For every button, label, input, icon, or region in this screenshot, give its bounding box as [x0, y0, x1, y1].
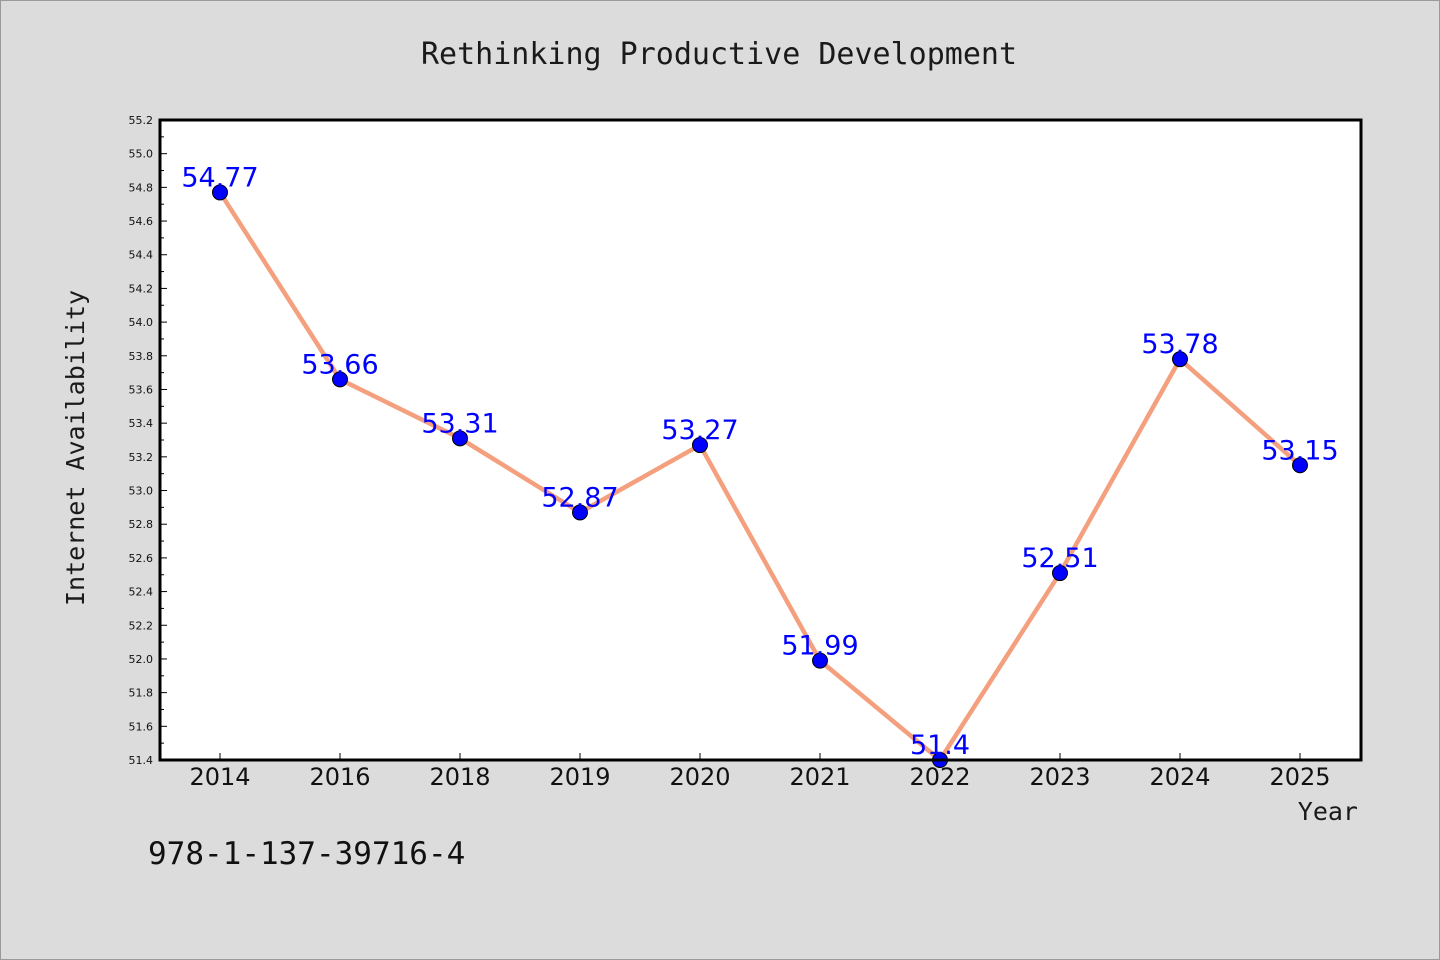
data-label: 53.31 [421, 408, 498, 439]
y-axis-label: Internet Availability [61, 290, 90, 606]
x-tick-label: 2025 [1269, 763, 1330, 791]
x-axis-label: Year [1298, 797, 1358, 826]
y-tick-label: 52.2 [129, 619, 154, 632]
data-label: 53.78 [1141, 329, 1218, 360]
data-point [212, 184, 228, 201]
y-tick-label: 55.0 [129, 148, 154, 161]
y-axis: 51.4 51.6 51.8 52.0 52.2 52.4 52.6 52.8 53.0 53.2… [129, 114, 167, 767]
data-label: 51.4 [910, 730, 970, 761]
y-tick-label: 52.4 [129, 586, 154, 599]
x-tick-label: 2020 [669, 763, 730, 791]
y-tick-label: 54.4 [129, 249, 154, 262]
data-point [452, 430, 468, 447]
chart-title: Rethinking Productive Development [421, 37, 1017, 72]
y-tick-label: 54.0 [129, 316, 154, 329]
series-line-group [217, 190, 1303, 763]
y-tick-label: 52.8 [129, 518, 154, 531]
y-tick-label: 53.2 [129, 451, 154, 464]
data-label: 53.27 [661, 415, 738, 446]
y-tick-label: 52.0 [129, 653, 154, 666]
series-line [217, 190, 1303, 763]
x-tick-label: 2016 [309, 763, 370, 791]
y-tick-label: 53.8 [129, 350, 154, 363]
isbn-text: 978-1-137-39716-4 [148, 836, 465, 872]
data-label: 51.99 [781, 631, 858, 662]
x-tick-label: 2021 [789, 763, 850, 791]
data-point [1052, 565, 1068, 582]
y-tick-label: 51.4 [129, 754, 154, 767]
x-tick-label: 2023 [1029, 763, 1090, 791]
y-tick-label: 51.8 [129, 687, 154, 700]
data-point [332, 371, 348, 388]
y-tick-label: 53.4 [129, 417, 154, 430]
data-label: 52.87 [541, 482, 618, 513]
markers-group [212, 184, 1308, 768]
x-tick-label: 2024 [1149, 763, 1210, 791]
data-label: 53.66 [301, 349, 378, 380]
data-point [692, 437, 708, 454]
data-labels-group: 54.77 53.66 53.31 52.87 53.27 51.99 51.4 52.51 5… [181, 162, 1338, 761]
data-point [812, 652, 828, 669]
data-label: 53.15 [1261, 435, 1338, 466]
y-tick-label: 52.6 [129, 552, 154, 565]
plot-border [158, 118, 1363, 762]
y-tick-label: 54.8 [129, 181, 154, 194]
data-point [1172, 351, 1188, 368]
x-tick-label: 2014 [189, 763, 250, 791]
data-label: 54.77 [181, 162, 258, 193]
y-tick-label: 51.6 [129, 720, 154, 733]
y-tick-label: 54.2 [129, 282, 154, 295]
y-tick-label: 53.0 [129, 485, 154, 498]
y-tick-label: 55.2 [129, 114, 154, 127]
y-tick-label: 54.6 [129, 215, 154, 228]
data-label: 52.51 [1021, 543, 1098, 574]
data-point [1292, 457, 1308, 474]
data-point [572, 504, 588, 521]
x-tick-label: 2018 [429, 763, 490, 791]
y-tick-label: 53.6 [129, 383, 154, 396]
x-tick-label: 2019 [549, 763, 610, 791]
x-axis: 2014 2016 2018 2019 2020 2021 2022 2023 2024 2025 [189, 753, 1331, 791]
plot-area [160, 120, 1361, 760]
